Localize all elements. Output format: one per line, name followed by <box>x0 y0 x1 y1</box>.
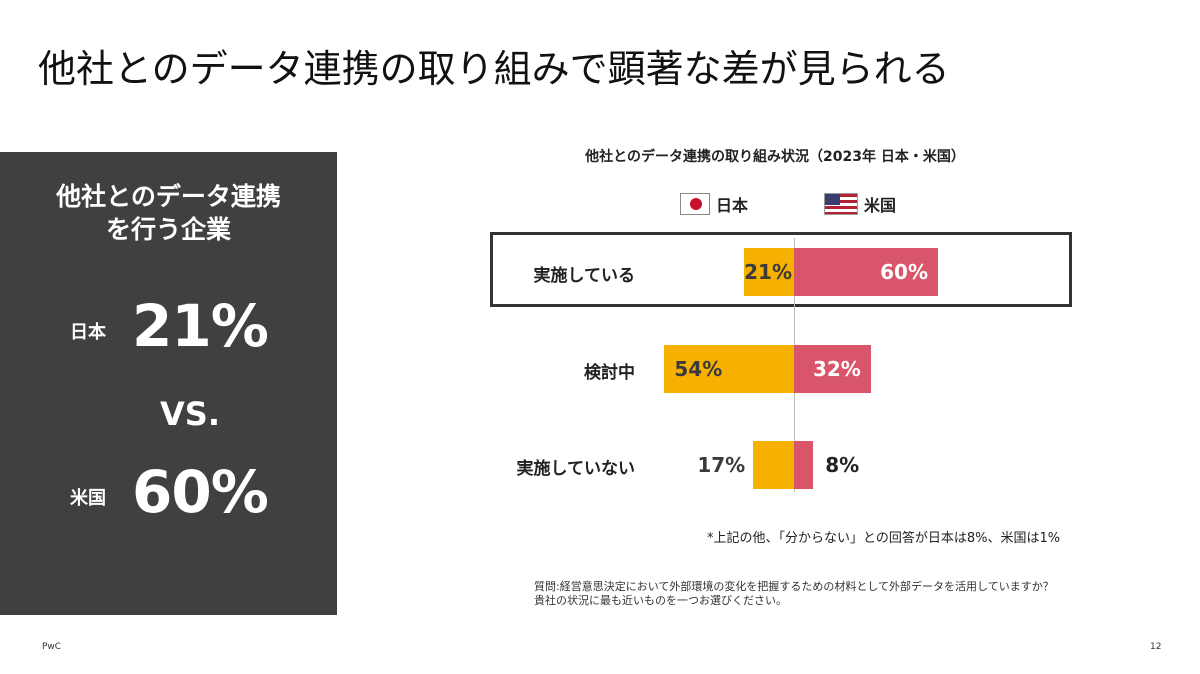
legend-japan: 日本 <box>680 192 748 216</box>
bar-japan <box>753 441 794 489</box>
category-label: 実施している <box>533 266 636 286</box>
survey-question-line2: 貴社の状況に最も近いものを一つお選びください。 <box>534 594 787 607</box>
panel-japan-value: 21% <box>132 292 269 360</box>
bar-us <box>794 248 938 296</box>
page-title: 他社とのデータ連携の取り組みで顕著な差が見られる <box>38 47 950 91</box>
summary-panel: 他社とのデータ連携 を行う企業 日本 21% VS. 米国 60% <box>0 152 337 615</box>
us-flag-icon <box>824 193 858 215</box>
value-label-us: 8% <box>825 453 860 477</box>
bar-us <box>794 345 871 393</box>
japan-flag-icon <box>680 193 710 215</box>
footnote: *上記の他、「分からない」との回答が日本は8%、米国は1% <box>707 531 1061 546</box>
bar-us <box>794 441 814 489</box>
panel-heading-line2: を行う企業 <box>105 215 231 244</box>
footer-brand: PwC <box>42 642 62 652</box>
panel-us-value: 60% <box>132 458 269 526</box>
value-label-japan: 17% <box>697 453 746 477</box>
category-label: 実施していない <box>516 459 636 479</box>
panel-us-label: 米国 <box>70 488 106 509</box>
panel-heading-line1: 他社とのデータ連携 <box>56 182 281 211</box>
legend-us-label: 米国 <box>864 196 897 215</box>
category-label: 検討中 <box>584 363 635 383</box>
survey-question: 質問:経営意思決定において外部環境の変化を把握するための材料として外部データを活… <box>534 580 1054 608</box>
chart-title: 他社とのデータ連携の取り組み状況（2023年 日本・米国） <box>585 149 965 165</box>
legend-us: 米国 <box>824 192 896 216</box>
page-number: 12 <box>1150 642 1162 652</box>
value-label-us: 60% <box>880 260 928 284</box>
bar-japan <box>743 248 794 296</box>
panel-vs: VS. <box>160 395 220 433</box>
legend-japan-label: 日本 <box>716 196 749 215</box>
survey-question-line1: 質問:経営意思決定において外部環境の変化を把握するための材料として外部データを活… <box>534 580 1054 593</box>
highlight-box <box>490 232 1072 307</box>
value-label-japan: 21% <box>744 260 792 284</box>
value-label-us: 32% <box>812 357 861 381</box>
panel-japan-label: 日本 <box>70 322 106 343</box>
value-label-japan: 54% <box>674 357 723 381</box>
panel-heading: 他社とのデータ連携 を行う企業 <box>0 180 337 246</box>
bar-japan <box>664 345 794 393</box>
